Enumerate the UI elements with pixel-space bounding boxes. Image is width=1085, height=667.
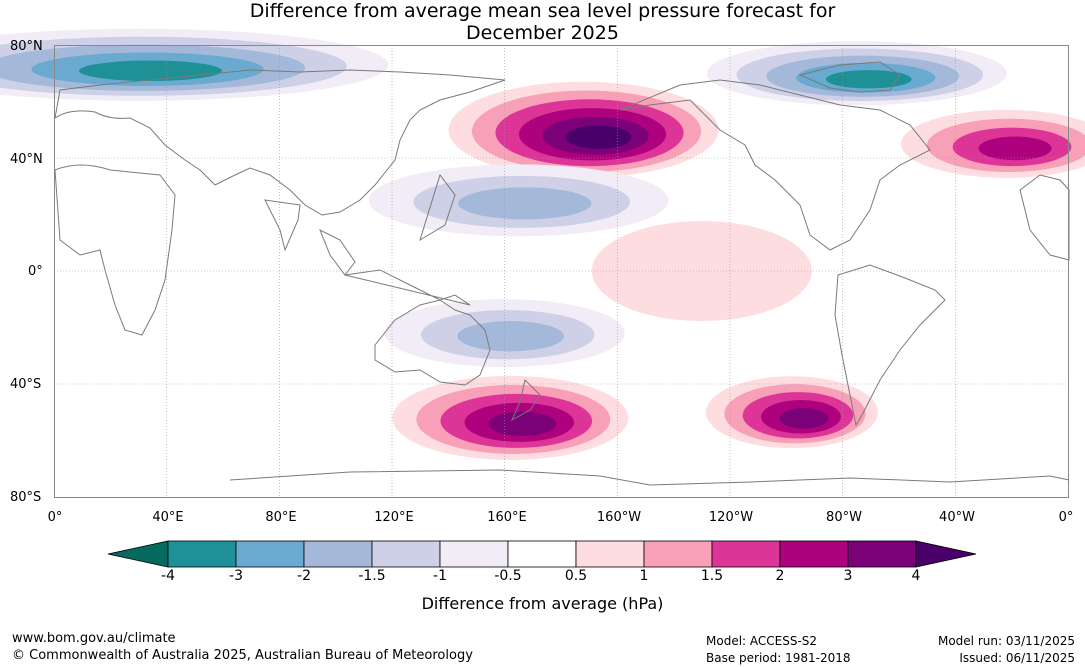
title-line-1: Difference from average mean sea level p… <box>249 0 836 22</box>
lon-label-120e: 120°E <box>374 510 414 525</box>
lon-label-160e: 160°E <box>487 510 527 525</box>
colorbar-segment-2 <box>303 540 373 568</box>
issued-date: Issued: 06/11/2025 <box>959 651 1075 665</box>
colorbar-tick-label: -0.5 <box>494 568 522 584</box>
colorbar-segment-4 <box>439 540 509 568</box>
colorbar-tick-label: 4 <box>911 568 921 584</box>
anomaly-contour-5-4 <box>825 70 912 89</box>
colorbar-tick-label: 2 <box>775 568 785 584</box>
lon-label-120w: 120°W <box>708 510 754 525</box>
grid-lines <box>54 45 1068 497</box>
copyright-text: © Commonwealth of Australia 2025, Austra… <box>12 648 473 663</box>
base-period: Base period: 1981-2018 <box>706 651 851 665</box>
lon-label-160w: 160°W <box>596 510 642 525</box>
colorbar-tick-label: 1.5 <box>700 568 724 584</box>
colorbar-tick-label: -4 <box>161 568 175 584</box>
anomaly-contour-8-0 <box>591 221 812 321</box>
lat-label-equator: 0° <box>28 264 43 279</box>
lon-label-0-right: 0° <box>1058 510 1074 525</box>
anomaly-contour-1-3 <box>978 136 1052 161</box>
colorbar-label: Difference from average (hPa) <box>421 594 664 613</box>
colorbar-segment-3 <box>371 540 441 568</box>
colorbar-segment-6 <box>575 540 645 568</box>
lat-label-40s: 40°S <box>10 377 42 392</box>
colorbar-segment-7 <box>643 540 713 568</box>
anomaly-contours <box>0 28 1085 460</box>
colorbar-segment-0 <box>167 540 237 568</box>
anomaly-contour-6-2 <box>458 187 592 220</box>
lon-label-80e: 80°E <box>265 510 297 525</box>
colorbar-tick-label: 3 <box>843 568 853 584</box>
colorbar-segment-8 <box>711 540 781 568</box>
anomaly-contour-3-4 <box>779 407 829 429</box>
map-title: Difference from average mean sea level p… <box>0 0 1085 44</box>
colorbar-tick-label: 1 <box>639 568 649 584</box>
colorbar-segment-5 <box>507 540 577 568</box>
colorbar-tick-label: -2 <box>297 568 311 584</box>
lat-label-80s: 80°S <box>10 490 42 505</box>
colorbar-segment-10 <box>847 540 917 568</box>
colorbar-tick-label: -3 <box>229 568 243 584</box>
colorbar-tick-label: 0.5 <box>564 568 588 584</box>
lon-label-80w: 80°W <box>826 510 862 525</box>
coastlines <box>54 61 1070 486</box>
lat-label-40n: 40°N <box>10 152 43 167</box>
lon-label-0-left: 0° <box>47 510 63 525</box>
colorbar-segment-1 <box>235 540 305 568</box>
lat-label-80n: 80°N <box>10 39 43 54</box>
lon-label-40e: 40°E <box>152 510 184 525</box>
colorbar-segment-9 <box>779 540 849 568</box>
title-line-2: December 2025 <box>466 22 619 44</box>
model-name: Model: ACCESS-S2 <box>706 634 818 648</box>
colorbar-extend-high <box>915 540 977 568</box>
website-link[interactable]: www.bom.gov.au/climate <box>12 631 176 646</box>
colorbar-tick-label: -1 <box>433 568 447 584</box>
anomaly-contour-2-4 <box>488 411 557 436</box>
colorbar-tick-label: -1.5 <box>358 568 386 584</box>
model-run-date: Model run: 03/11/2025 <box>937 634 1075 648</box>
colorbar-extend-low <box>107 540 169 568</box>
anomaly-contour-0-5 <box>565 125 632 149</box>
map-frame <box>54 45 1069 498</box>
lon-label-40w: 40°W <box>939 510 975 525</box>
